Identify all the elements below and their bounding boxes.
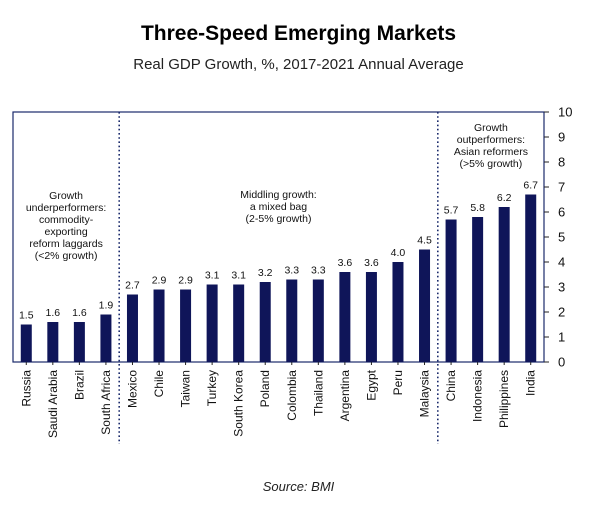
bar <box>20 324 32 362</box>
value-label: 3.2 <box>258 267 273 279</box>
y-tick-label: 9 <box>558 130 565 145</box>
y-tick-label: 3 <box>558 280 565 295</box>
bar <box>525 194 537 362</box>
value-label: 6.2 <box>497 192 512 204</box>
category-label: Peru <box>391 370 405 395</box>
category-label: Argentina <box>338 370 352 422</box>
category-label: Egypt <box>364 369 378 400</box>
category-label: Colombia <box>285 370 299 421</box>
category-label: Chile <box>152 370 166 398</box>
value-label: 2.9 <box>152 275 167 287</box>
chart-title: Three-Speed Emerging Markets <box>140 22 457 45</box>
value-label: 2.7 <box>125 280 140 292</box>
y-tick-label: 8 <box>558 155 565 170</box>
y-tick-label: 2 <box>558 305 565 320</box>
value-label: 3.1 <box>205 270 220 282</box>
bar <box>233 284 245 362</box>
group-label: Growth outperformers: Asian reformers (>5% … <box>454 122 528 170</box>
category-label: Saudi Arabia <box>46 370 60 438</box>
group-label: Middling growth: a mixed bag (2-5% growth) <box>240 189 316 225</box>
bar <box>180 289 192 362</box>
bar <box>206 284 218 362</box>
value-label: 4.0 <box>391 247 406 259</box>
value-label: 3.6 <box>364 257 379 269</box>
source-note: Source: BMI <box>262 479 335 494</box>
category-label: China <box>444 370 458 402</box>
bar <box>472 217 484 362</box>
value-label: 1.9 <box>99 300 114 312</box>
bar-chart: 0 1 2 3 4 5 6 7 8 9 10 Growth underperformers: commod… <box>12 105 572 444</box>
y-tick-label: 5 <box>558 230 565 245</box>
value-label: 3.3 <box>311 265 326 277</box>
category-label: Indonesia <box>471 370 485 422</box>
value-label: 2.9 <box>178 275 193 287</box>
value-label: 3.3 <box>284 265 299 277</box>
bar <box>153 289 165 362</box>
value-label: 1.6 <box>72 307 87 319</box>
value-label: 3.6 <box>338 257 353 269</box>
category-label: Poland <box>258 370 272 407</box>
bar <box>498 207 510 362</box>
value-label: 5.8 <box>470 202 485 214</box>
bar <box>312 279 324 362</box>
value-label: 4.5 <box>417 235 432 247</box>
category-label: Thailand <box>311 370 325 416</box>
bar <box>365 272 377 362</box>
value-label: 6.7 <box>523 180 538 192</box>
category-label: India <box>524 370 538 396</box>
bar <box>419 249 431 362</box>
y-tick-label: 1 <box>558 330 565 345</box>
bar <box>126 294 138 362</box>
category-label: Mexico <box>125 370 139 408</box>
value-label: 1.6 <box>46 307 61 319</box>
bar <box>100 314 112 362</box>
category-label: Philippines <box>497 370 511 428</box>
y-tick-label: 6 <box>558 205 565 220</box>
category-label: Russia <box>19 370 33 407</box>
value-label: 5.7 <box>444 205 459 217</box>
value-label: 1.5 <box>19 310 34 322</box>
y-tick-label: 4 <box>558 255 565 270</box>
bar <box>445 219 457 362</box>
bar <box>73 322 85 362</box>
category-label: Taiwan <box>179 370 193 407</box>
group-label: Growth underperformers: commodity-exportin… <box>26 190 107 262</box>
category-label: South Korea <box>232 370 246 437</box>
bar <box>339 272 351 362</box>
y-tick-label: 0 <box>558 355 565 370</box>
bar <box>392 262 404 362</box>
y-tick-label: 10 <box>558 105 572 120</box>
bar <box>259 282 271 362</box>
chart-subtitle: Real GDP Growth, %, 2017-2021 Annual Ave… <box>133 56 464 73</box>
value-label: 3.1 <box>231 270 246 282</box>
y-tick-label: 7 <box>558 180 565 195</box>
category-label: Brazil <box>72 370 86 400</box>
category-label: Turkey <box>205 370 219 406</box>
bar <box>47 322 59 362</box>
bar <box>286 279 298 362</box>
category-label: South Africa <box>99 370 113 435</box>
category-label: Malaysia <box>418 370 432 418</box>
